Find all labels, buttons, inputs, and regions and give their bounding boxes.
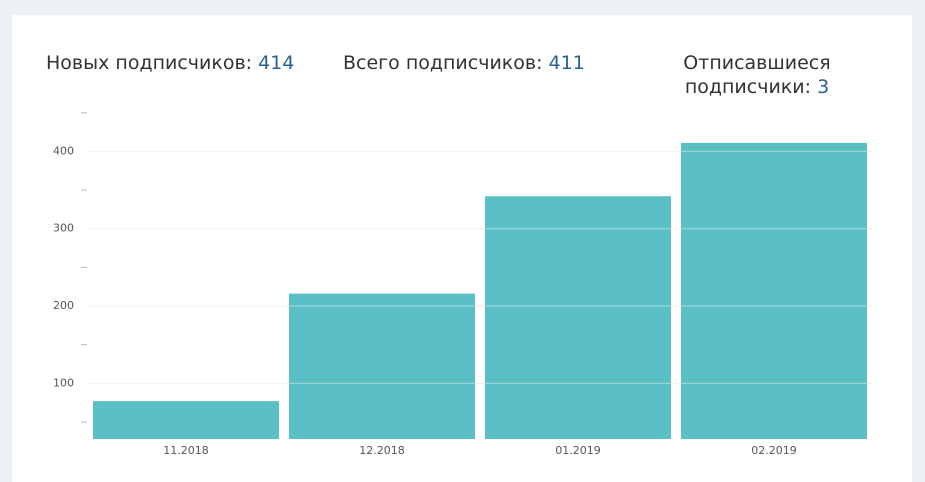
stat-label: Новых подписчиков:	[46, 52, 253, 74]
stat-value: 3	[817, 76, 830, 98]
stat: Отписавшиеся подписчики: 3	[672, 51, 842, 99]
bar	[681, 142, 867, 439]
y-tick-label: 200	[53, 299, 74, 312]
y-tick-label: 300	[53, 222, 74, 235]
x-tick-label: 02.2019	[751, 444, 797, 457]
x-tick-label: 01.2019	[555, 444, 601, 457]
stat: Всего подписчиков: 411	[343, 51, 585, 75]
bar	[289, 293, 475, 439]
stat-label: Всего подписчиков:	[343, 52, 543, 74]
bar	[93, 401, 279, 439]
stat-value: 411	[548, 52, 585, 74]
stat: Новых подписчиков: 414	[46, 51, 294, 75]
stat-value: 414	[258, 52, 295, 74]
x-tick-label: 12.2018	[359, 444, 405, 457]
x-tick-label: 11.2018	[163, 444, 209, 457]
bar	[485, 196, 671, 439]
y-tick-label: 400	[53, 144, 74, 157]
y-tick-label: 100	[53, 376, 74, 389]
stat-label: Отписавшиеся подписчики:	[683, 52, 831, 98]
